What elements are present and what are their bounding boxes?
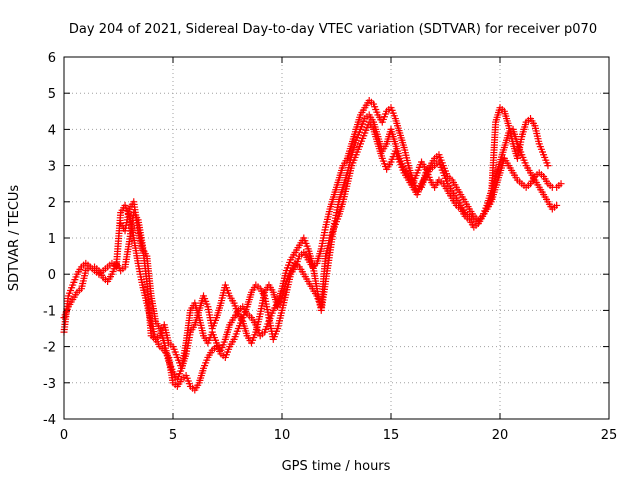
x-axis-label: GPS time / hours	[282, 459, 391, 474]
plot-frame	[63, 56, 610, 420]
y-tick-label: 4	[48, 123, 56, 138]
data-point	[553, 201, 561, 209]
x-tick-label: 10	[274, 428, 291, 443]
y-tick-label: 1	[48, 232, 56, 247]
y-tick-label: 6	[48, 51, 56, 66]
y-tick-label: 5	[48, 87, 56, 102]
x-tick-label: 0	[60, 428, 68, 443]
x-tick-label: 15	[383, 428, 400, 443]
y-tick-label: -2	[43, 341, 56, 356]
y-tick-label: 2	[48, 196, 56, 211]
y-tick-label: 0	[48, 268, 56, 283]
chart-title: Day 204 of 2021, Sidereal Day-to-day VTE…	[69, 22, 597, 37]
y-tick-label: 3	[48, 160, 56, 175]
y-axis-label: SDTVAR / TECUs	[7, 185, 22, 292]
y-tick-label: -4	[43, 413, 56, 428]
data-point	[544, 162, 552, 170]
grid	[64, 57, 609, 419]
y-tick-label: -1	[43, 304, 56, 319]
x-tick-label: 20	[492, 428, 509, 443]
y-tick-label: -3	[43, 377, 56, 392]
data-points	[60, 96, 565, 394]
x-tick-label: 5	[169, 428, 177, 443]
x-tick-label: 25	[601, 428, 618, 443]
data-point	[557, 180, 565, 188]
